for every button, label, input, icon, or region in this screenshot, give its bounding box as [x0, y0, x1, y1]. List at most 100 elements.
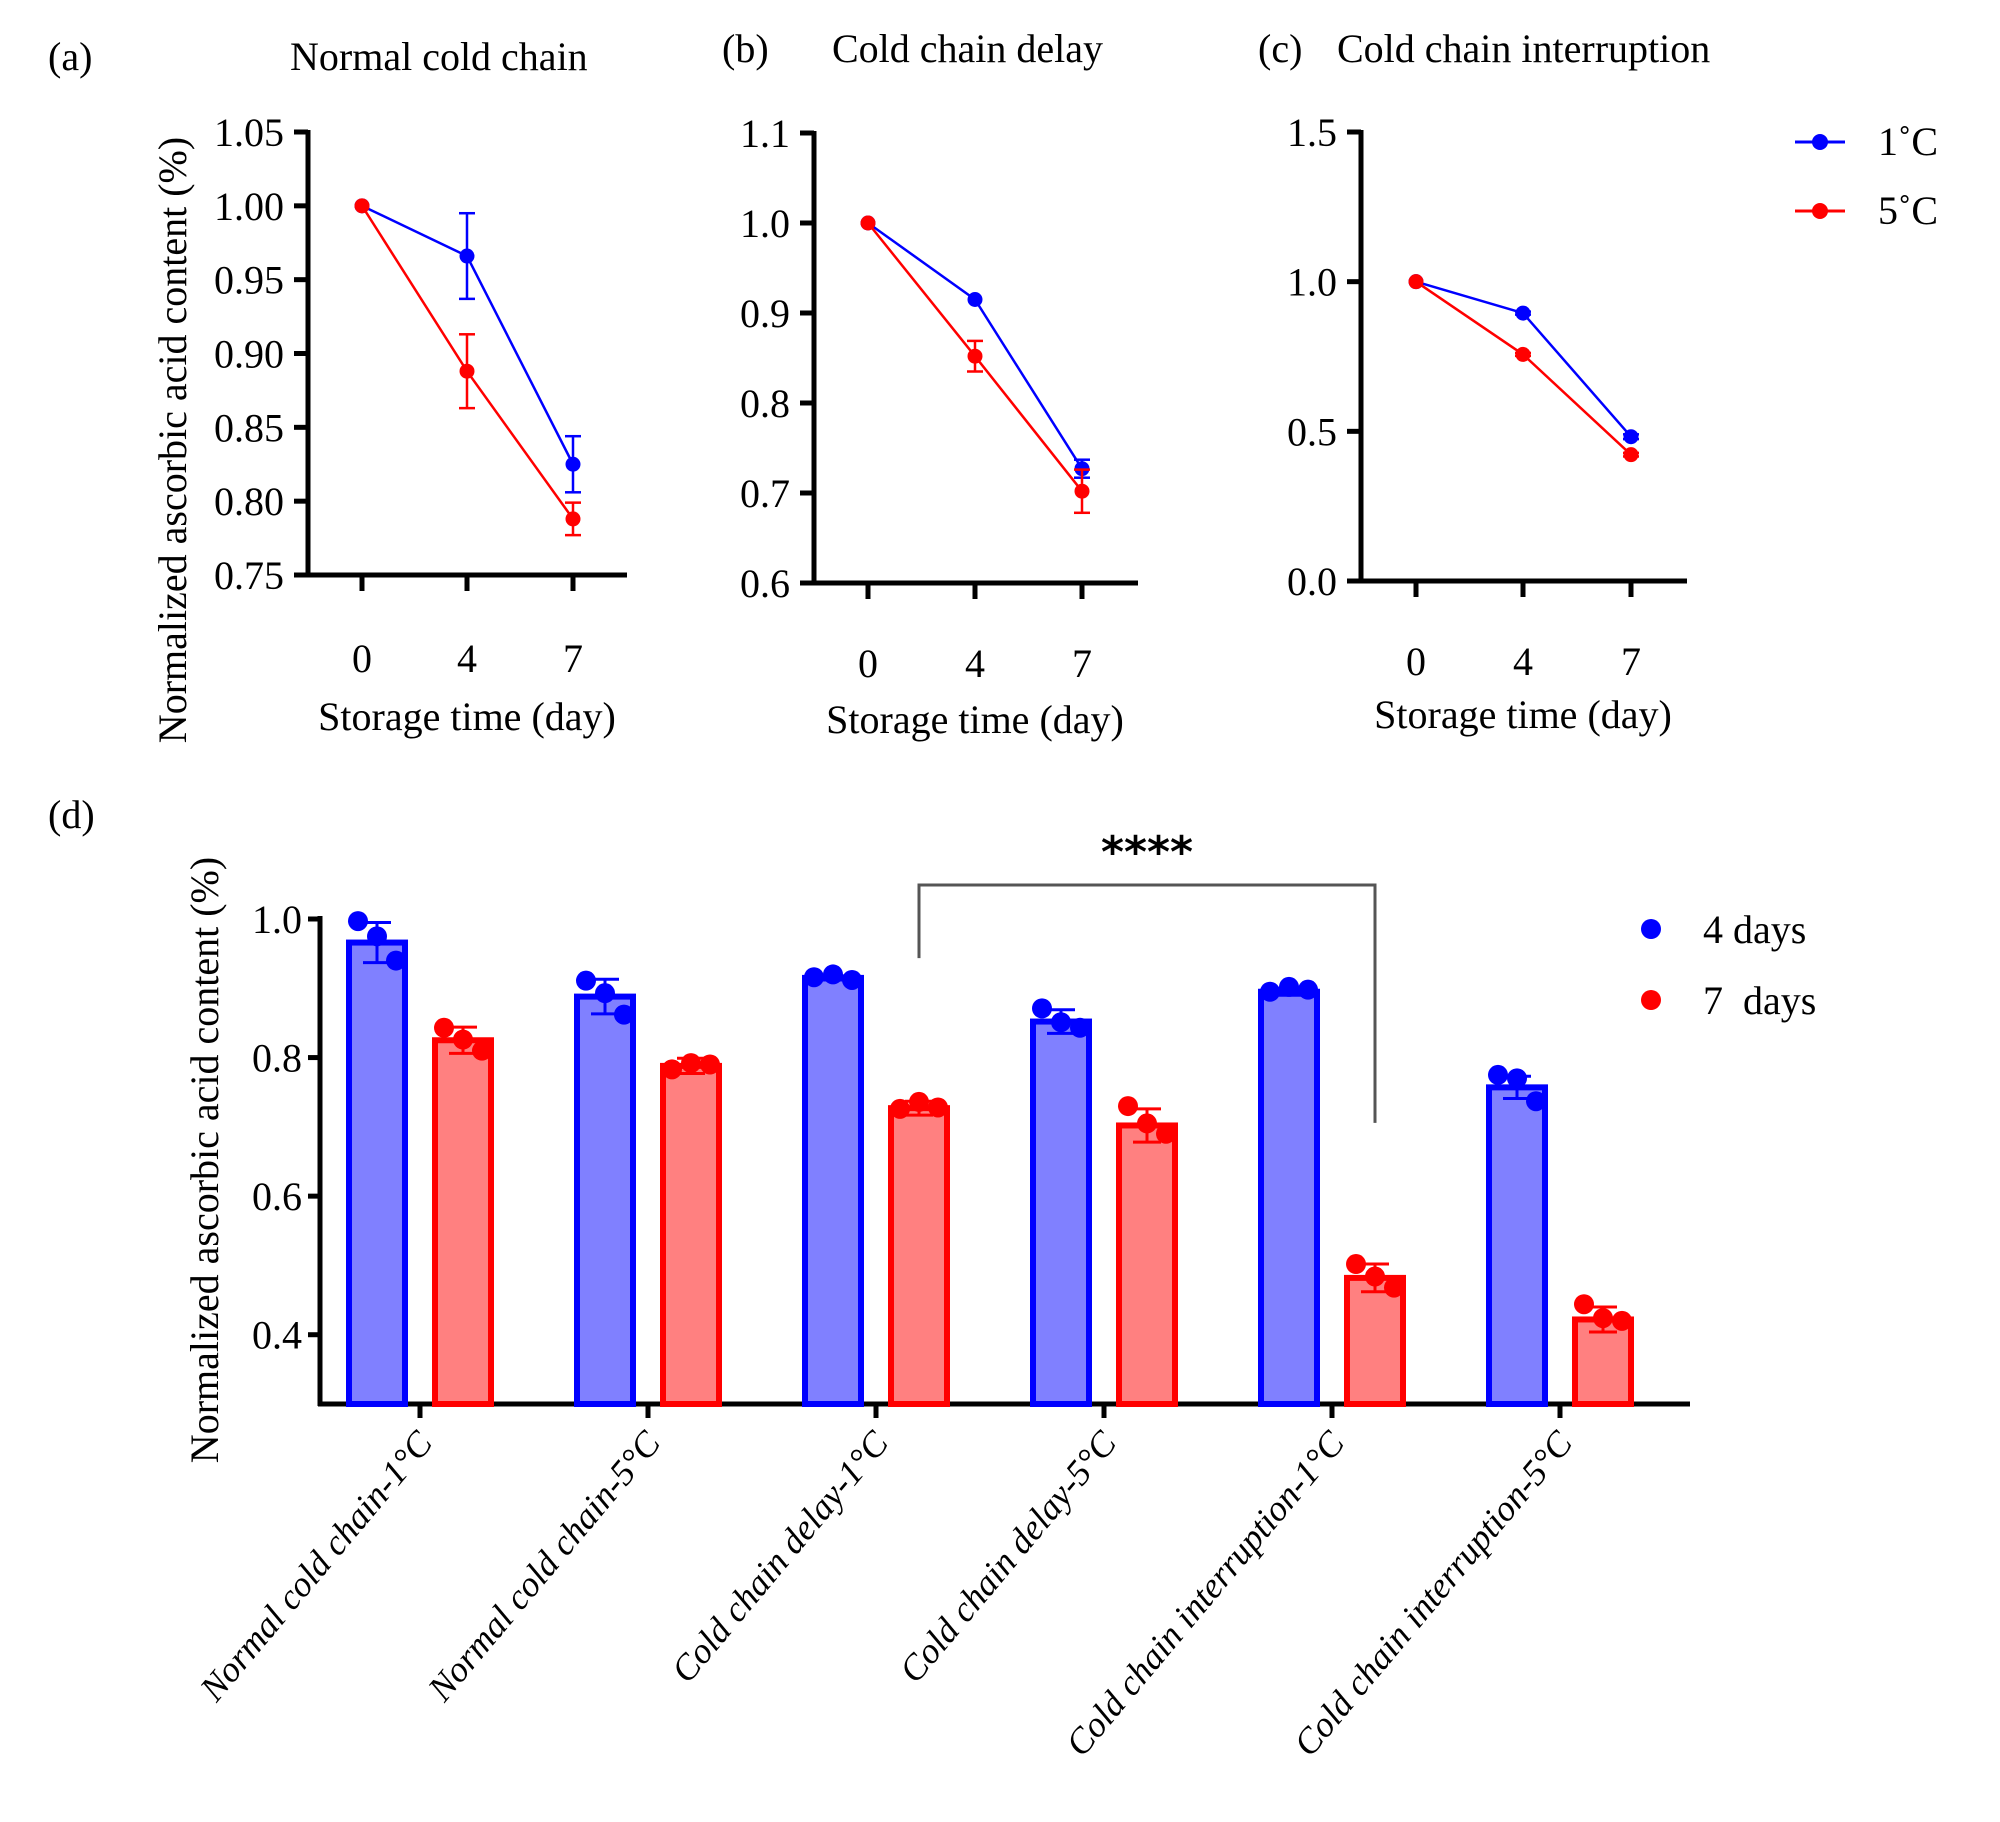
legend-dot-marker [1812, 203, 1828, 219]
x-axis-title-b: Storage time (day) [826, 697, 1124, 742]
bar-legend: 4 days 7 days [1641, 907, 1816, 1023]
bar [660, 1062, 722, 1408]
legend-dot-marker [1641, 919, 1661, 939]
panel-label-b: (b) [722, 26, 769, 71]
data-point [459, 248, 475, 264]
replicate-point [1612, 1310, 1632, 1331]
x-tick-label: 0 [352, 636, 372, 681]
x-tick-label: 7 [1072, 641, 1092, 686]
bar [1116, 1122, 1178, 1407]
replicate-point [434, 1017, 454, 1038]
replicate-point [472, 1040, 492, 1061]
y-tick-label: 1.0 [740, 201, 790, 246]
data-point [1623, 429, 1639, 445]
y-tick-label: 1.0 [1287, 260, 1337, 305]
data-point [860, 215, 876, 231]
y-tick-label: 0.95 [214, 258, 284, 303]
x-category-label: Cold chain delay-5°C [891, 1423, 1124, 1690]
replicate-point [1365, 1266, 1385, 1287]
replicate-point [1346, 1254, 1366, 1275]
plot-area-d: 0.4 0.6 0.8 1.0 Normal cold chain-1°CNormal … [191, 827, 1690, 1764]
replicate-point [1507, 1068, 1527, 1089]
replicate-point [1298, 979, 1318, 1000]
x-tick-label: 0 [858, 641, 878, 686]
data-point [354, 198, 370, 214]
y-tick-label: 1.5 [1287, 110, 1337, 155]
x-category-label: Normal cold chain-5°C [419, 1423, 668, 1709]
replicate-point [1384, 1277, 1404, 1298]
bar [1572, 1316, 1634, 1408]
legend-dot-marker [1641, 990, 1661, 1010]
x-axis-title-a: Storage time (day) [318, 694, 616, 739]
y-tick-label: 0.85 [214, 405, 284, 450]
plot-area-c: 0.0 0.5 1.0 1.5 0 4 7 [1287, 110, 1687, 684]
x-category-label: Normal cold chain-1°C [191, 1423, 440, 1709]
panel-label-a: (a) [48, 34, 92, 79]
panel-d-bar-chart: (d) Normalized ascorbic acid content (%)… [48, 792, 1816, 1764]
bar [1258, 988, 1320, 1407]
replicate-point [614, 1004, 634, 1025]
replicate-point [823, 964, 843, 985]
x-tick-label: 4 [1513, 639, 1533, 684]
y-tick-label: 0.80 [214, 479, 284, 524]
replicate-point [700, 1054, 720, 1075]
y-tick-label: 0.90 [214, 332, 284, 377]
panel-title-c: Cold chain interruption [1337, 26, 1710, 71]
data-point [1515, 305, 1531, 321]
significance-stars: **** [1101, 827, 1193, 878]
replicate-point [453, 1029, 473, 1050]
replicate-point [890, 1098, 910, 1119]
bar [802, 974, 864, 1408]
legend-item-7-days: 7 days [1641, 978, 1816, 1023]
replicate-point [1526, 1091, 1546, 1112]
legend-item-4-days: 4 days [1641, 907, 1806, 952]
y-axis-title-a: Normalized ascorbic acid content (%) [150, 137, 195, 743]
data-point [565, 456, 581, 472]
y-tick-label: 1.05 [214, 110, 284, 155]
replicate-point [1593, 1308, 1613, 1329]
replicate-point [1279, 976, 1299, 997]
legend-dot-marker [1812, 134, 1828, 150]
y-tick-label: 0.7 [740, 471, 790, 516]
y-tick-label: 0.8 [740, 381, 790, 426]
replicate-point [1137, 1113, 1157, 1134]
replicate-point [1156, 1123, 1176, 1144]
x-axis-title-c: Storage time (day) [1374, 692, 1672, 737]
bar [346, 939, 408, 1407]
panel-label-c: (c) [1258, 26, 1302, 71]
panel-title-a: Normal cold chain [290, 34, 588, 79]
y-tick-label: 0.75 [214, 553, 284, 598]
bar [574, 993, 636, 1407]
replicate-point [842, 969, 862, 990]
data-point [1623, 447, 1639, 463]
replicate-point [1260, 981, 1280, 1002]
y-tick-label: 0.0 [1287, 559, 1337, 604]
legend-label-5c: 5˚C [1878, 188, 1938, 233]
panel-a-normal-cold-chain: (a) Normal cold chain Normalized ascorbi… [48, 34, 627, 743]
data-point [1515, 346, 1531, 362]
replicate-point [909, 1091, 929, 1112]
bar [1344, 1274, 1406, 1408]
legend-item-1c: 1˚C [1795, 119, 1938, 164]
bar [1486, 1084, 1548, 1407]
y-tick-label: 0.9 [740, 291, 790, 336]
x-tick-label: 7 [563, 636, 583, 681]
data-point [1408, 274, 1424, 290]
replicate-point [367, 926, 387, 947]
replicate-point [386, 950, 406, 971]
y-tick-label: 0.4 [252, 1313, 302, 1358]
replicate-point [348, 911, 368, 932]
y-tick-label: 1.00 [214, 184, 284, 229]
y-tick-label: 1.1 [740, 111, 790, 156]
x-tick-label: 4 [457, 636, 477, 681]
replicate-point [576, 970, 596, 991]
plot-area-b: 0.6 0.7 0.8 0.9 1.0 1.1 0 4 7 [740, 111, 1138, 686]
data-point [1074, 483, 1090, 499]
bar [432, 1037, 494, 1407]
y-tick-label: 1.0 [252, 897, 302, 942]
replicate-point [1070, 1017, 1090, 1038]
data-point [967, 292, 983, 307]
replicate-point [681, 1053, 701, 1074]
replicate-point [1574, 1294, 1594, 1315]
replicate-point [1032, 998, 1052, 1019]
